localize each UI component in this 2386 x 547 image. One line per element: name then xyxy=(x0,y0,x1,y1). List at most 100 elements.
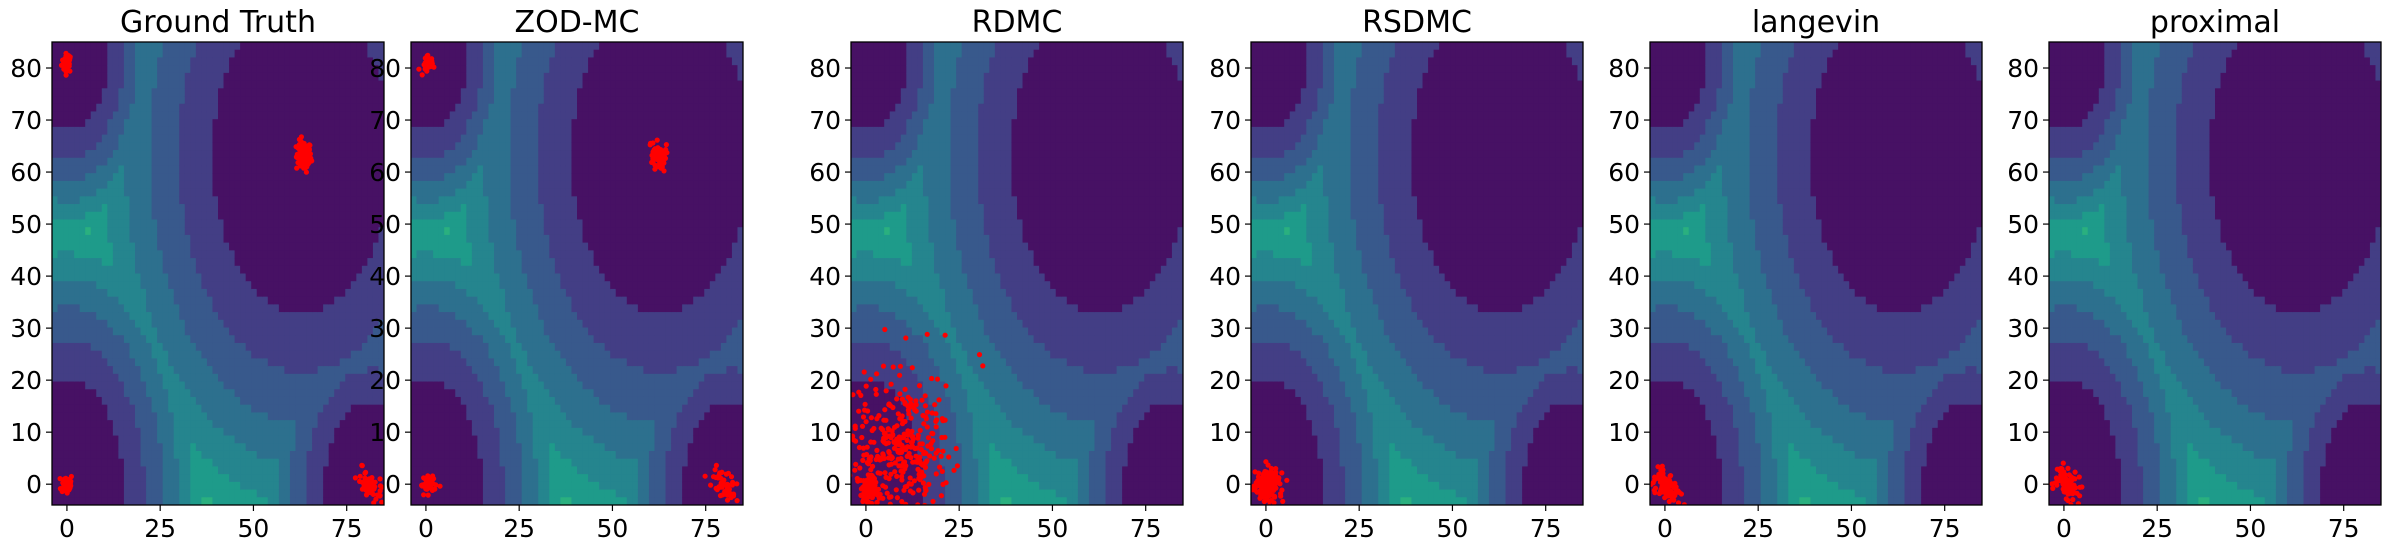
contour-cell xyxy=(218,157,225,167)
contour-cell xyxy=(240,234,247,244)
contour-cell xyxy=(466,450,473,460)
contour-cell xyxy=(184,373,191,383)
contour-cell xyxy=(112,389,119,398)
contour-cell xyxy=(201,281,208,290)
contour-cell xyxy=(422,412,429,421)
contour-cell xyxy=(422,466,429,475)
contour-cell xyxy=(85,435,92,444)
contour-cell xyxy=(112,466,119,475)
contour-cell xyxy=(129,234,136,244)
contour-cell xyxy=(499,404,506,413)
contour-cell xyxy=(190,304,197,313)
contour-cell xyxy=(345,389,352,398)
contour-cell xyxy=(118,96,125,105)
contour-cell xyxy=(251,389,258,398)
contour-cell xyxy=(278,119,285,128)
contour-cell xyxy=(206,265,214,275)
contour-cell xyxy=(240,350,247,359)
contour-cell xyxy=(488,72,495,82)
contour-cell xyxy=(306,288,313,298)
contour-cell xyxy=(339,296,346,305)
contour-cell xyxy=(68,281,75,290)
contour-cell xyxy=(317,335,324,344)
contour-cell xyxy=(157,427,164,437)
contour-cell xyxy=(190,65,197,74)
contour-cell xyxy=(179,312,186,321)
contour-cell xyxy=(471,281,478,290)
contour-cell xyxy=(323,219,330,228)
contour-cell xyxy=(317,474,324,483)
contour-cell xyxy=(96,65,103,74)
contour-cell xyxy=(251,227,258,236)
contour-cell xyxy=(262,188,269,197)
contour-cell xyxy=(499,173,506,182)
contour-cell xyxy=(129,435,136,444)
contour-cell xyxy=(444,126,451,136)
contour-cell xyxy=(339,312,346,321)
contour-cell xyxy=(416,335,423,344)
contour-cell xyxy=(112,342,119,352)
contour-cell xyxy=(356,72,363,82)
contour-cell xyxy=(444,489,451,498)
contour-cell xyxy=(240,72,247,82)
contour-cell xyxy=(146,126,153,136)
contour-cell xyxy=(488,481,495,491)
contour-cell xyxy=(234,296,241,305)
contour-cell xyxy=(444,157,451,167)
contour-cell xyxy=(140,242,147,251)
contour-cell xyxy=(323,466,330,475)
contour-cell xyxy=(334,196,341,205)
contour-cell xyxy=(466,366,473,375)
contour-cell xyxy=(74,304,81,313)
contour-cell xyxy=(306,366,313,375)
contour-cell xyxy=(444,366,451,375)
contour-cell xyxy=(367,242,374,251)
contour-cell xyxy=(273,288,280,298)
contour-cell xyxy=(317,312,324,321)
contour-cell xyxy=(112,288,119,298)
contour-cell xyxy=(135,211,142,221)
contour-cell xyxy=(427,111,434,120)
contour-cell xyxy=(460,466,467,475)
contour-cell xyxy=(57,234,64,244)
contour-cell xyxy=(267,250,274,259)
contour-cell xyxy=(57,180,64,190)
contour-cell xyxy=(96,489,103,498)
contour-cell xyxy=(129,196,136,205)
contour-cell xyxy=(471,304,478,313)
contour-cell xyxy=(295,427,302,437)
contour-cell xyxy=(339,242,346,251)
contour-cell xyxy=(112,304,119,313)
contour-cell xyxy=(168,111,175,120)
contour-cell xyxy=(184,296,191,305)
contour-cell xyxy=(427,358,434,367)
contour-cell xyxy=(505,204,512,213)
contour-cell xyxy=(234,211,241,221)
contour-cell xyxy=(488,327,495,336)
contour-cell xyxy=(367,80,374,89)
contour-cell xyxy=(240,458,247,468)
contour-cell xyxy=(245,250,252,259)
contour-cell xyxy=(63,396,70,406)
contour-cell xyxy=(378,327,384,336)
contour-cell xyxy=(184,142,191,151)
contour-cell xyxy=(240,450,247,460)
contour-cell xyxy=(129,42,136,51)
contour-cell xyxy=(295,366,302,375)
contour-cell xyxy=(317,342,324,352)
contour-cell xyxy=(356,227,363,236)
contour-cell xyxy=(361,412,368,421)
contour-cell xyxy=(135,327,142,336)
contour-cell xyxy=(256,412,263,421)
contour-cell xyxy=(212,273,219,282)
contour-cell xyxy=(251,219,258,228)
contour-cell xyxy=(455,342,462,352)
contour-cell xyxy=(499,150,506,159)
contour-cell xyxy=(422,335,429,344)
contour-cell xyxy=(350,180,357,190)
contour-cell xyxy=(262,427,269,437)
contour-cell xyxy=(301,65,308,74)
contour-cell xyxy=(361,227,368,236)
contour-cell xyxy=(466,65,473,74)
contour-cell xyxy=(345,335,352,344)
